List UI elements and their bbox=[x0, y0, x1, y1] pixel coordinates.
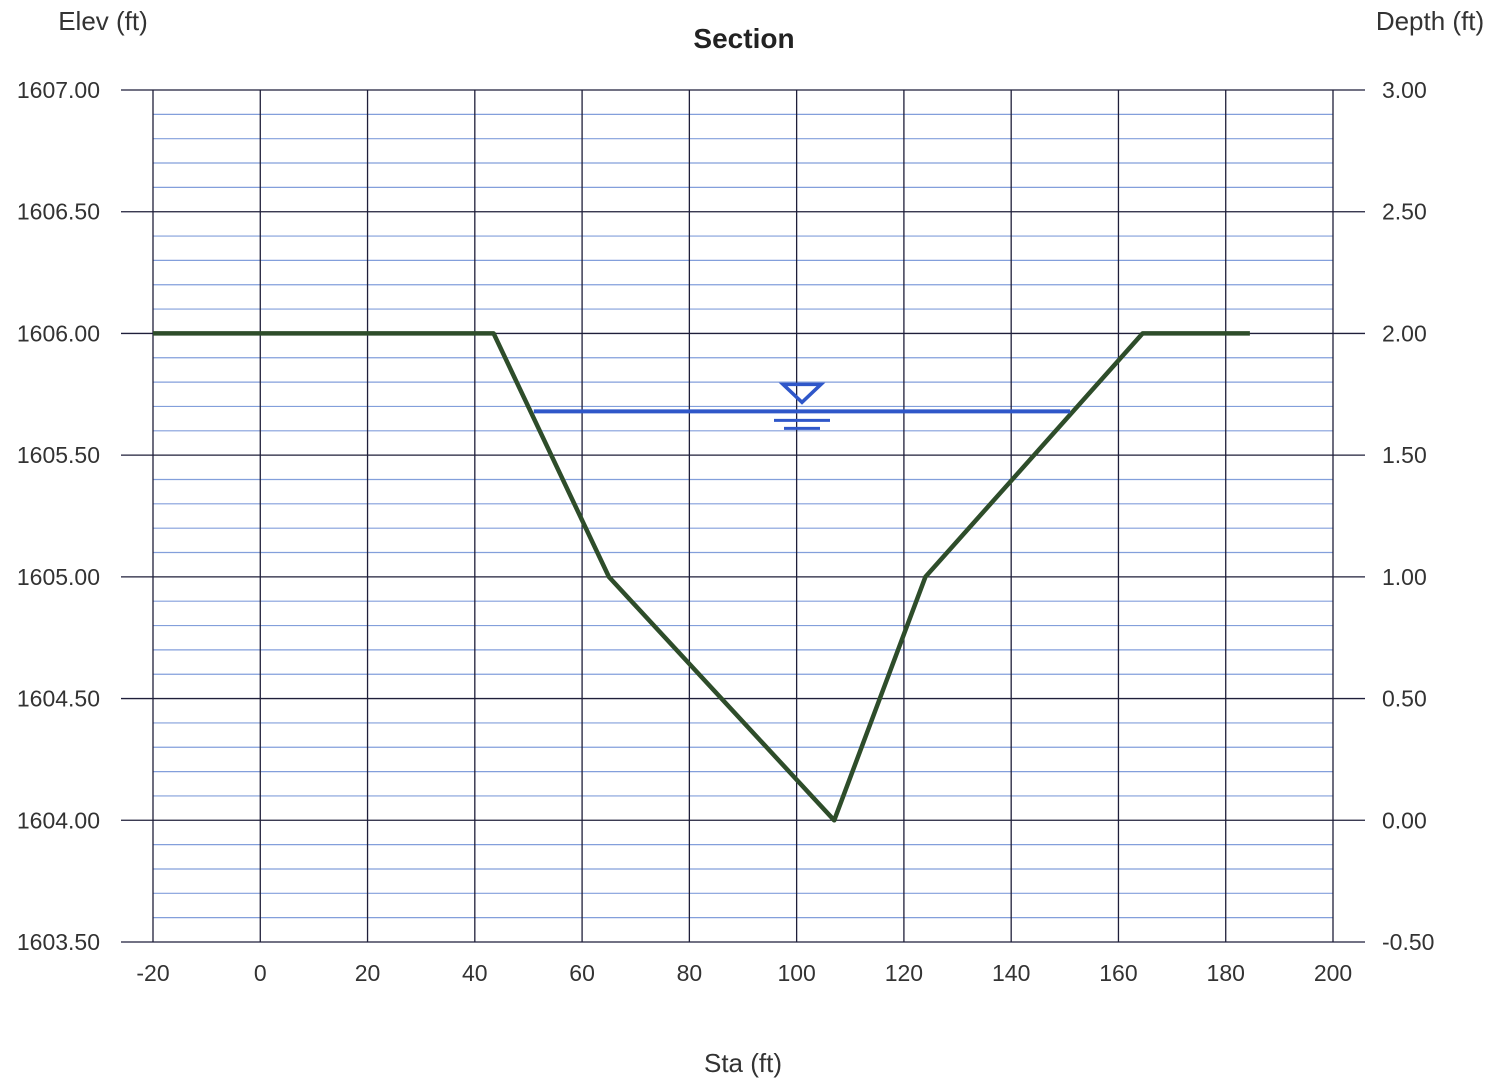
y-axis-left-label: Elev (ft) bbox=[58, 6, 148, 36]
x-tick-label: 200 bbox=[1314, 960, 1352, 986]
y-left-tick-label: 1605.00 bbox=[17, 564, 100, 590]
water-surface bbox=[533, 382, 1071, 430]
y-right-tick-label: 1.50 bbox=[1382, 442, 1427, 468]
y-left-tick-label: 1607.00 bbox=[17, 77, 100, 103]
x-tick-label: 100 bbox=[777, 960, 815, 986]
section-line bbox=[153, 331, 1250, 823]
y-left-tick-label: 1604.00 bbox=[17, 807, 100, 833]
major-gridlines bbox=[152, 89, 1334, 943]
y-left-tick-label: 1604.50 bbox=[17, 686, 100, 712]
x-tick-label: 40 bbox=[462, 960, 488, 986]
x-tick-label: 180 bbox=[1207, 960, 1245, 986]
y-right-tick-label: 2.00 bbox=[1382, 320, 1427, 346]
tick-marks bbox=[121, 89, 1365, 943]
y-right-tick-label: 1.00 bbox=[1382, 564, 1427, 590]
x-tick-label: 160 bbox=[1099, 960, 1137, 986]
y-left-tick-label: 1603.50 bbox=[17, 929, 100, 955]
y-right-tick-label: 0.50 bbox=[1382, 686, 1427, 712]
y-right-tick-label: 3.00 bbox=[1382, 77, 1427, 103]
y-right-tick-label: -0.50 bbox=[1382, 929, 1434, 955]
minor-gridlines bbox=[153, 113, 1333, 919]
x-tick-label: 20 bbox=[355, 960, 381, 986]
x-tick-label: 80 bbox=[677, 960, 703, 986]
x-tick-label: 60 bbox=[569, 960, 595, 986]
x-axis-label: Sta (ft) bbox=[704, 1048, 782, 1078]
x-tick-label: 120 bbox=[885, 960, 923, 986]
series-layer bbox=[153, 331, 1250, 823]
x-tick-label: 0 bbox=[254, 960, 267, 986]
y-axis-right-label: Depth (ft) bbox=[1376, 6, 1484, 36]
y-right-tick-label: 2.50 bbox=[1382, 199, 1427, 225]
tick-labels: -20 0 20 40 60 80 100 120 140 160 180 200 1607.00 160… bbox=[17, 77, 1435, 986]
x-tick-label: 140 bbox=[992, 960, 1030, 986]
chart-title: Section bbox=[693, 23, 794, 54]
y-left-tick-label: 1606.00 bbox=[17, 320, 100, 346]
y-left-tick-label: 1605.50 bbox=[17, 442, 100, 468]
water-triangle-icon bbox=[778, 382, 826, 405]
y-left-tick-label: 1606.50 bbox=[17, 199, 100, 225]
x-tick-label: -20 bbox=[136, 960, 169, 986]
y-right-tick-label: 0.00 bbox=[1382, 807, 1427, 833]
